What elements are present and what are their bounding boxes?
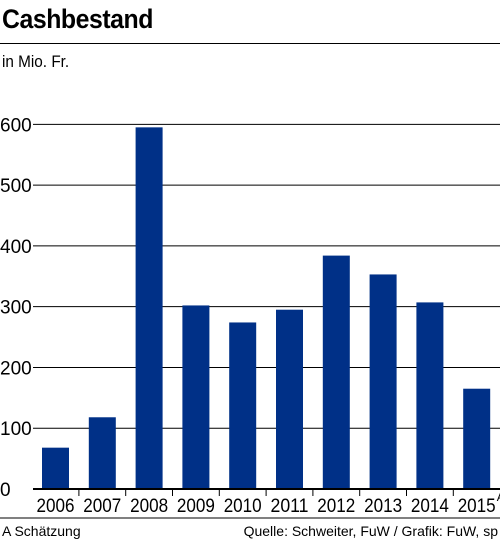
bar bbox=[42, 447, 69, 489]
bar bbox=[416, 302, 444, 489]
x-tick-label: 2010 bbox=[224, 496, 262, 517]
bar bbox=[463, 388, 491, 489]
bar bbox=[276, 309, 303, 489]
unit-label: in Mio. Fr. bbox=[2, 52, 70, 71]
source-credit: Quelle: Schweiter, FuW / Grafik: FuW, sp bbox=[243, 523, 498, 539]
x-tick-label: 2007 bbox=[83, 496, 121, 517]
bar bbox=[135, 127, 163, 489]
x-tick-label: 2012 bbox=[317, 496, 355, 517]
bar bbox=[88, 417, 116, 489]
y-tick-label: 600 bbox=[0, 115, 32, 136]
y-tick-label: 500 bbox=[0, 176, 32, 197]
bar bbox=[369, 274, 397, 489]
footnote: A Schätzung bbox=[2, 523, 81, 539]
bar bbox=[322, 255, 350, 489]
x-tick-label: 2015 bbox=[458, 496, 496, 517]
x-tick-label: 2008 bbox=[130, 496, 168, 517]
y-tick-label: 300 bbox=[0, 298, 32, 319]
bar bbox=[229, 322, 257, 489]
y-tick-label: 0 bbox=[0, 480, 11, 501]
x-tick-label: 2011 bbox=[271, 496, 309, 517]
y-tick-label: 200 bbox=[0, 358, 32, 379]
y-tick-label: 400 bbox=[0, 237, 32, 258]
x-tick-label: 2006 bbox=[37, 496, 75, 517]
x-tick-label: 2009 bbox=[177, 496, 215, 517]
chart-title: Cashbestand bbox=[2, 4, 153, 34]
x-tick-label: 2013 bbox=[364, 496, 402, 517]
x-tick-label: 2014 bbox=[411, 496, 449, 517]
y-tick-label: 100 bbox=[0, 419, 32, 440]
title-divider bbox=[0, 43, 500, 44]
bar bbox=[182, 305, 210, 489]
x-tick-superscript: A bbox=[497, 490, 500, 504]
